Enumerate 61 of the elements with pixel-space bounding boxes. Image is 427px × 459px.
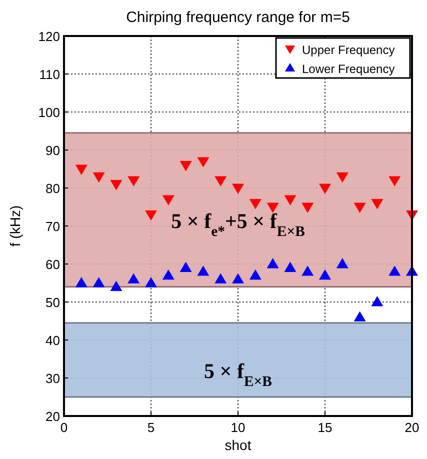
point: [284, 195, 296, 206]
point: [214, 273, 227, 284]
point: [128, 273, 140, 284]
chart-title: Chirping frequency range for m=5: [126, 9, 350, 26]
x-tick-label: 20: [404, 420, 420, 435]
point: [336, 258, 348, 268]
y-tick-label: 120: [38, 29, 60, 44]
point: [371, 296, 384, 306]
y-tick-label: 20: [46, 409, 60, 424]
y-tick-label: 90: [46, 143, 60, 158]
point: [145, 277, 157, 288]
point: [249, 199, 262, 210]
x-tick-label: 0: [60, 420, 68, 435]
y-tick-label: 70: [46, 219, 60, 234]
y-tick-label: 60: [46, 257, 60, 272]
point: [371, 199, 384, 210]
legend-label: Lower Frequency: [302, 62, 395, 76]
point: [266, 202, 279, 213]
point: [336, 172, 348, 183]
point: [197, 157, 210, 168]
x-axis-title: shot: [224, 437, 252, 453]
point: [354, 202, 366, 213]
point: [128, 176, 140, 186]
point: [110, 180, 122, 190]
point: [232, 184, 244, 194]
point: [180, 262, 192, 272]
point: [232, 273, 244, 284]
point: [180, 161, 192, 172]
point: [266, 258, 279, 268]
point: [319, 184, 331, 194]
y-tick-label: 50: [46, 295, 60, 310]
point: [110, 280, 122, 291]
y-tick-label: 40: [46, 333, 60, 348]
point: [162, 269, 174, 280]
band-label: 5 × f$_{e*}$+5 × f$_{E×B}$: [171, 208, 306, 240]
point: [145, 210, 157, 221]
point: [388, 176, 401, 186]
x-tick-label: 10: [230, 420, 246, 435]
y-axis-title: f (kHz): [7, 205, 23, 247]
y-tick-label: 110: [39, 67, 60, 82]
point: [249, 269, 262, 280]
point: [388, 266, 401, 276]
point: [354, 311, 366, 322]
y-tick-label: 80: [46, 181, 60, 196]
x-tick-label: 15: [318, 420, 332, 435]
point: [92, 277, 105, 288]
x-tick-label: 5: [147, 420, 155, 435]
point: [75, 164, 88, 175]
band-label: 5 × f$_{E×B}$: [204, 358, 272, 390]
legend-label: Upper Frequency: [302, 43, 395, 57]
y-tick-label: 30: [46, 371, 60, 386]
point: [319, 269, 331, 280]
point: [162, 195, 174, 206]
point: [92, 172, 105, 183]
point: [75, 277, 88, 288]
point: [197, 266, 210, 276]
point: [302, 266, 314, 276]
point: [302, 202, 314, 213]
point: [284, 262, 296, 272]
point: [214, 176, 227, 186]
y-tick-label: 100: [38, 105, 60, 120]
